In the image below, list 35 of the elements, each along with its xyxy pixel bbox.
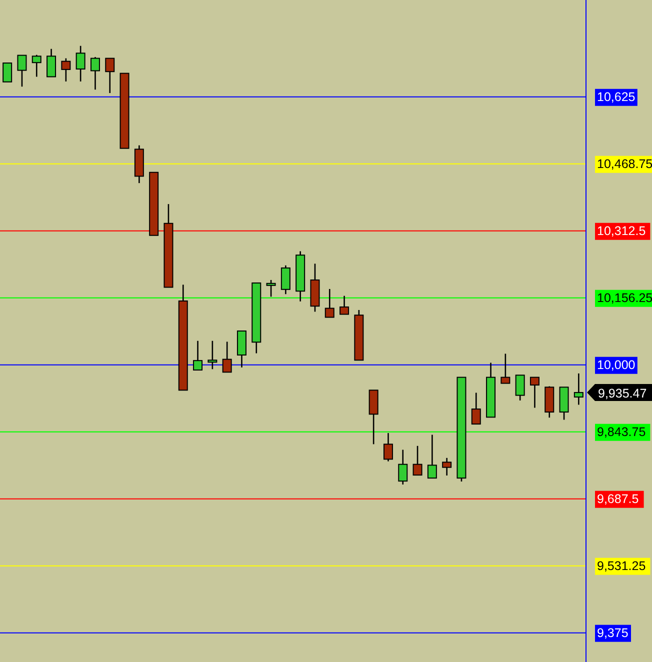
- candlestick: [515, 374, 525, 402]
- candlestick: [383, 432, 393, 462]
- y-tick-label: 10,625: [597, 90, 636, 104]
- candlestick: [471, 392, 481, 425]
- y-tick-label: 9,687.5: [597, 492, 639, 506]
- candlestick: [266, 279, 276, 298]
- y-tick-label: 10,000: [597, 358, 636, 372]
- candlestick: [2, 62, 12, 82]
- candlestick: [442, 457, 452, 476]
- candlestick: [412, 445, 422, 476]
- candlestick: [61, 58, 71, 82]
- y-tick-label: 9,531.25: [597, 558, 646, 573]
- y-tick-label: 9,843.75: [597, 424, 646, 439]
- text: 9,935.47: [598, 386, 647, 401]
- candlestick: [208, 340, 218, 370]
- y-tick-label: 10,468.75: [597, 156, 652, 171]
- candlestick: [90, 56, 100, 90]
- candlestick: [574, 372, 584, 406]
- candlestick: [193, 340, 203, 371]
- candlestick: [32, 54, 42, 78]
- candlestick: [222, 341, 232, 373]
- candlestick: [105, 58, 115, 94]
- candlestick: [530, 376, 540, 408]
- y-tick-label: 10,312.5: [597, 224, 646, 238]
- candlestick: [398, 449, 408, 486]
- candlestick: [500, 353, 510, 384]
- candlestick: [46, 48, 56, 78]
- candlestick: [17, 54, 27, 88]
- candlestick: [427, 434, 437, 479]
- y-tick-label: 9,375: [597, 626, 628, 640]
- y-tick-label: 10,156.25: [597, 290, 652, 305]
- candlestick: [76, 45, 86, 82]
- candlestick: [324, 288, 334, 318]
- candlestick: [280, 264, 290, 295]
- candlestick: [340, 295, 350, 315]
